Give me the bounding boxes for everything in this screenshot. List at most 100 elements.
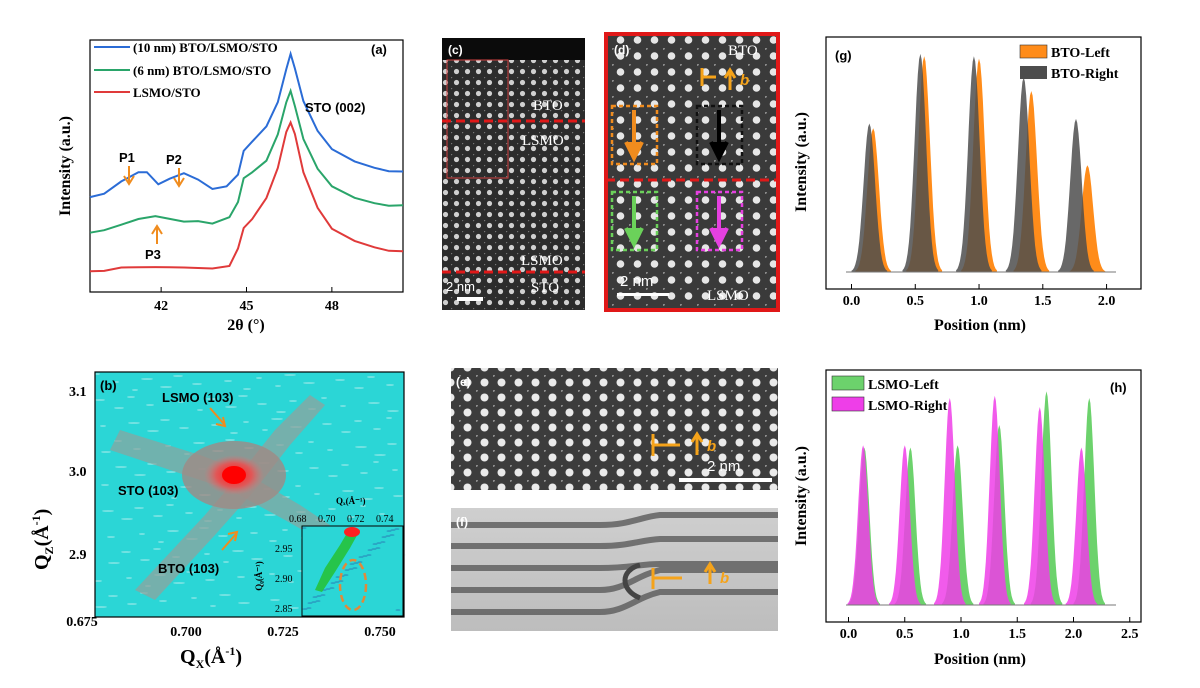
speckle [186,571,196,573]
speckle [288,581,294,583]
rsm-inset: Qₓ(Å⁻¹) 0.68 0.70 0.72 0.74 2.95 2.90 2.… [254,496,404,617]
e-scalebar-label: 2 nm [707,458,740,475]
inset-xtick-3: 0.72 [347,514,365,525]
speckle [210,605,216,607]
inset-speckle-dot [329,587,335,589]
speckle [321,397,327,399]
bto-left-box [610,104,659,166]
fringe-line [451,589,778,615]
speckle [166,471,176,473]
xtick-label: 2.0 [1065,627,1083,642]
speckle [269,540,277,542]
speckle [243,421,249,423]
b-xtick-3: 0.725 [267,625,299,640]
panel-b-x-label: QX(Å-1) [180,644,242,671]
xtick-label: 1.0 [970,294,988,309]
b-xtick-2: 0.700 [170,625,202,640]
panel-g-label: (g) [835,48,852,63]
speckle [232,550,244,552]
xrd-curve-2 [89,119,404,273]
speckle [251,558,263,560]
panel-a-x-ticks: 42 45 48 [154,287,339,314]
peak-lsmo-right-3 [979,395,1011,605]
speckle [173,582,185,584]
b-ytick-3: 2.9 [69,548,87,563]
inset-ytick-3: 2.85 [275,604,293,615]
inset-speckle-dot [380,541,386,543]
inset-speckle-dot [395,609,401,611]
inset-speckle-dot [371,548,377,550]
inset-speckle-dot [394,528,400,530]
speckle [386,384,394,386]
inset-speckle-dot [357,561,363,563]
bto-103-arrow-icon [221,530,239,551]
speckle [139,533,145,535]
b-xtick-4: 0.750 [364,625,396,640]
peak-lsmo-right-0 [847,445,879,605]
inset-speckle-dot [366,554,372,556]
speckle [205,579,215,581]
speckle [360,472,368,474]
speckle [120,492,128,494]
inset-bto-circle [338,558,368,612]
speckle [256,584,264,586]
speckle [152,489,158,491]
inset-speckle [301,527,401,611]
inset-speckle-dot [349,563,355,565]
inset-speckle-dot [381,536,387,538]
inset-speckle-dot [372,543,378,545]
speckle [257,403,267,405]
d-lsmo-label: LSMO [707,288,749,304]
speckle [108,562,120,564]
peak-bto-right-3 [1005,77,1042,272]
xtick-label: 2.0 [1098,294,1116,309]
speckle [126,577,132,579]
speckle [173,375,183,377]
lsmo-103-label: LSMO (103) [162,390,234,405]
speckle [342,490,354,492]
panel-e: (e) b 2 nm [451,368,778,490]
peak-bto-right-2 [956,56,992,273]
speckle [314,493,320,495]
speckle [237,576,245,578]
f-burgers-arrow-icon [703,561,717,584]
panel-g-y-label: Intensity (a.u.) [793,112,810,212]
legend-swatch-lsmo-left [831,375,865,391]
inset-speckle-dot [325,588,331,590]
speckle [347,516,355,518]
speckle [224,380,232,382]
xtick-label: 1.0 [952,627,970,642]
speckle [303,382,315,384]
lsmo-103-arrow-icon [209,407,227,428]
f-burgers-label: b [720,570,729,587]
panel-b: (b) LSMO (103) STO (103) BTO (103) Qₓ(Å⁻… [29,371,406,671]
sto-002-annotation: STO (002) [305,100,365,115]
xrd-curve-1 [89,87,404,234]
panel-h: 0.0 0.5 1.0 1.5 2.0 2.5 (h) LSMO-Left LSMO-Ri… [793,369,1142,668]
a-xtick-label: 48 [325,299,339,314]
inset-speckle-dot [306,607,312,609]
panel-d-label: (d) [614,43,629,57]
panel-a-label: (a) [371,42,387,57]
speckle [100,425,106,427]
speckle [264,514,276,516]
speckle [374,487,384,489]
speckle [179,427,189,429]
panel-h-x-label: Position (nm) [934,651,1026,668]
inset-speckle-dot [389,534,395,536]
panel-h-x-ticks: 0.0 0.5 1.0 1.5 2.0 2.5 [840,617,1139,642]
speckle [206,398,218,400]
legend-swatch-lsmo-right [831,396,865,412]
xtick-label: 0.0 [843,294,861,309]
speckle [386,417,392,419]
panel-h-label: (h) [1110,380,1127,395]
legend-swatch-bto-left [1019,44,1048,59]
speckle [327,449,333,451]
legend-label-lsmo: LSMO/STO [133,85,201,100]
bto-right-box [695,104,744,166]
d-scalebar-label: 2 nm [620,273,653,290]
speckle [373,461,379,463]
legend-label-bto-right: BTO-Right [1051,67,1119,82]
xtick-label: 0.5 [907,294,925,309]
speckle [171,497,177,499]
